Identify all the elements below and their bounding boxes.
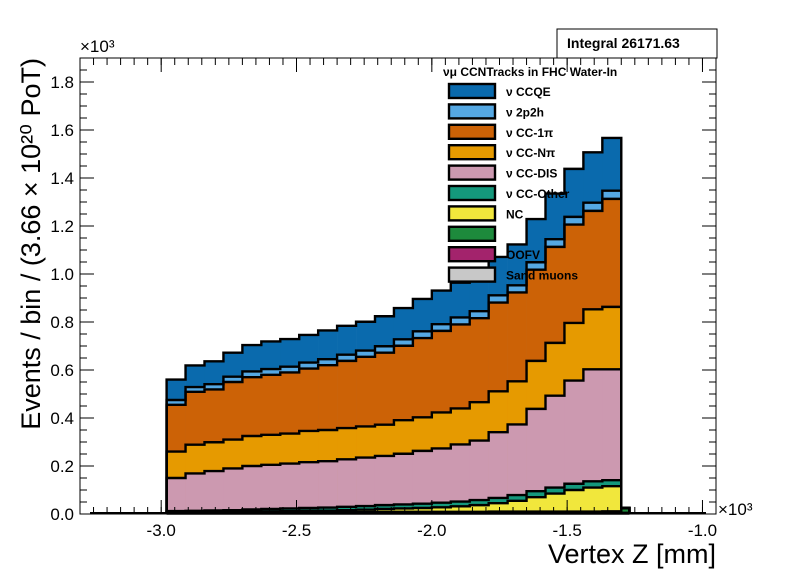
y-tick-label-6: 1.2 xyxy=(50,217,74,236)
legend-swatch-oofv xyxy=(449,247,495,261)
y-axis-title: Events / bin / (3.66 × 10²⁰ PoT) xyxy=(16,58,46,430)
legend-swatch-cc-other xyxy=(449,186,495,200)
x-tick-label-2: -2.0 xyxy=(417,521,446,540)
x-exponent-label: ×10³ xyxy=(718,500,753,519)
y-tick-label-8: 1.6 xyxy=(50,121,74,140)
legend-swatch-cc-n xyxy=(449,145,495,159)
x-tick-label-1: -2.5 xyxy=(282,521,311,540)
legend-swatch-cc-dis xyxy=(449,166,495,180)
legend-label-nc: NC xyxy=(506,207,524,221)
x-axis-title: Vertex Z [mm] xyxy=(548,539,716,569)
y-exponent-label: ×10³ xyxy=(80,37,115,56)
bar-cc-dis-bin-3 xyxy=(223,468,242,514)
legend-label-oofv: OOFV xyxy=(506,248,540,262)
stats-box-text: Integral 26171.63 xyxy=(567,35,680,51)
x-tick-label-4: -1.0 xyxy=(688,521,717,540)
bar-nc-bin-23 xyxy=(602,486,621,514)
legend-label-cc-dis: ν CC-DIS xyxy=(506,167,557,181)
legend-swatch-2p2h xyxy=(449,104,495,118)
legend-label-ccqe: ν CCQE xyxy=(506,85,551,99)
y-tick-label-5: 1.0 xyxy=(50,265,74,284)
legend-label-cc-other: ν CC-Other xyxy=(506,187,570,201)
legend-swatch-ccqe xyxy=(449,84,495,98)
bar-nc-bin-22 xyxy=(583,488,602,514)
bar-cc-dis-bin-0 xyxy=(167,478,186,514)
y-tick-label-1: 0.2 xyxy=(50,457,74,476)
bar-cc-dis-bin-5 xyxy=(261,465,280,514)
y-tick-label-4: 0.8 xyxy=(50,313,74,332)
legend-label-2p2h: ν 2p2h xyxy=(506,105,544,119)
legend-swatch-series-7 xyxy=(449,227,495,241)
legend-title: νμ CCNTracks in FHC Water-In xyxy=(443,65,617,79)
bar-cc-dis-bin-4 xyxy=(242,466,261,514)
y-tick-label-9: 1.8 xyxy=(50,73,74,92)
legend-swatch-cc-1 xyxy=(449,125,495,139)
legend-label-cc-n: ν CC-Nπ xyxy=(506,146,555,160)
legend-swatch-nc xyxy=(449,206,495,220)
legend-swatch-sand-muons xyxy=(449,268,495,282)
y-tick-label-2: 0.4 xyxy=(50,409,74,428)
y-tick-label-0: 0.0 xyxy=(50,505,74,524)
x-tick-label-3: -1.5 xyxy=(553,521,582,540)
stats-box: Integral 26171.63 xyxy=(557,29,717,58)
legend-label-sand-muons: Sand muons xyxy=(506,269,578,283)
bar-cc-dis-bin-7 xyxy=(299,462,318,514)
bar-cc-dis-bin-8 xyxy=(318,461,337,514)
bar-cc-dis-bin-2 xyxy=(204,471,223,514)
legend-label-cc-1: ν CC-1π xyxy=(506,126,553,140)
y-tick-label-7: 1.4 xyxy=(50,169,74,188)
y-tick-label-3: 0.6 xyxy=(50,361,74,380)
x-tick-label-0: -3.0 xyxy=(147,521,176,540)
